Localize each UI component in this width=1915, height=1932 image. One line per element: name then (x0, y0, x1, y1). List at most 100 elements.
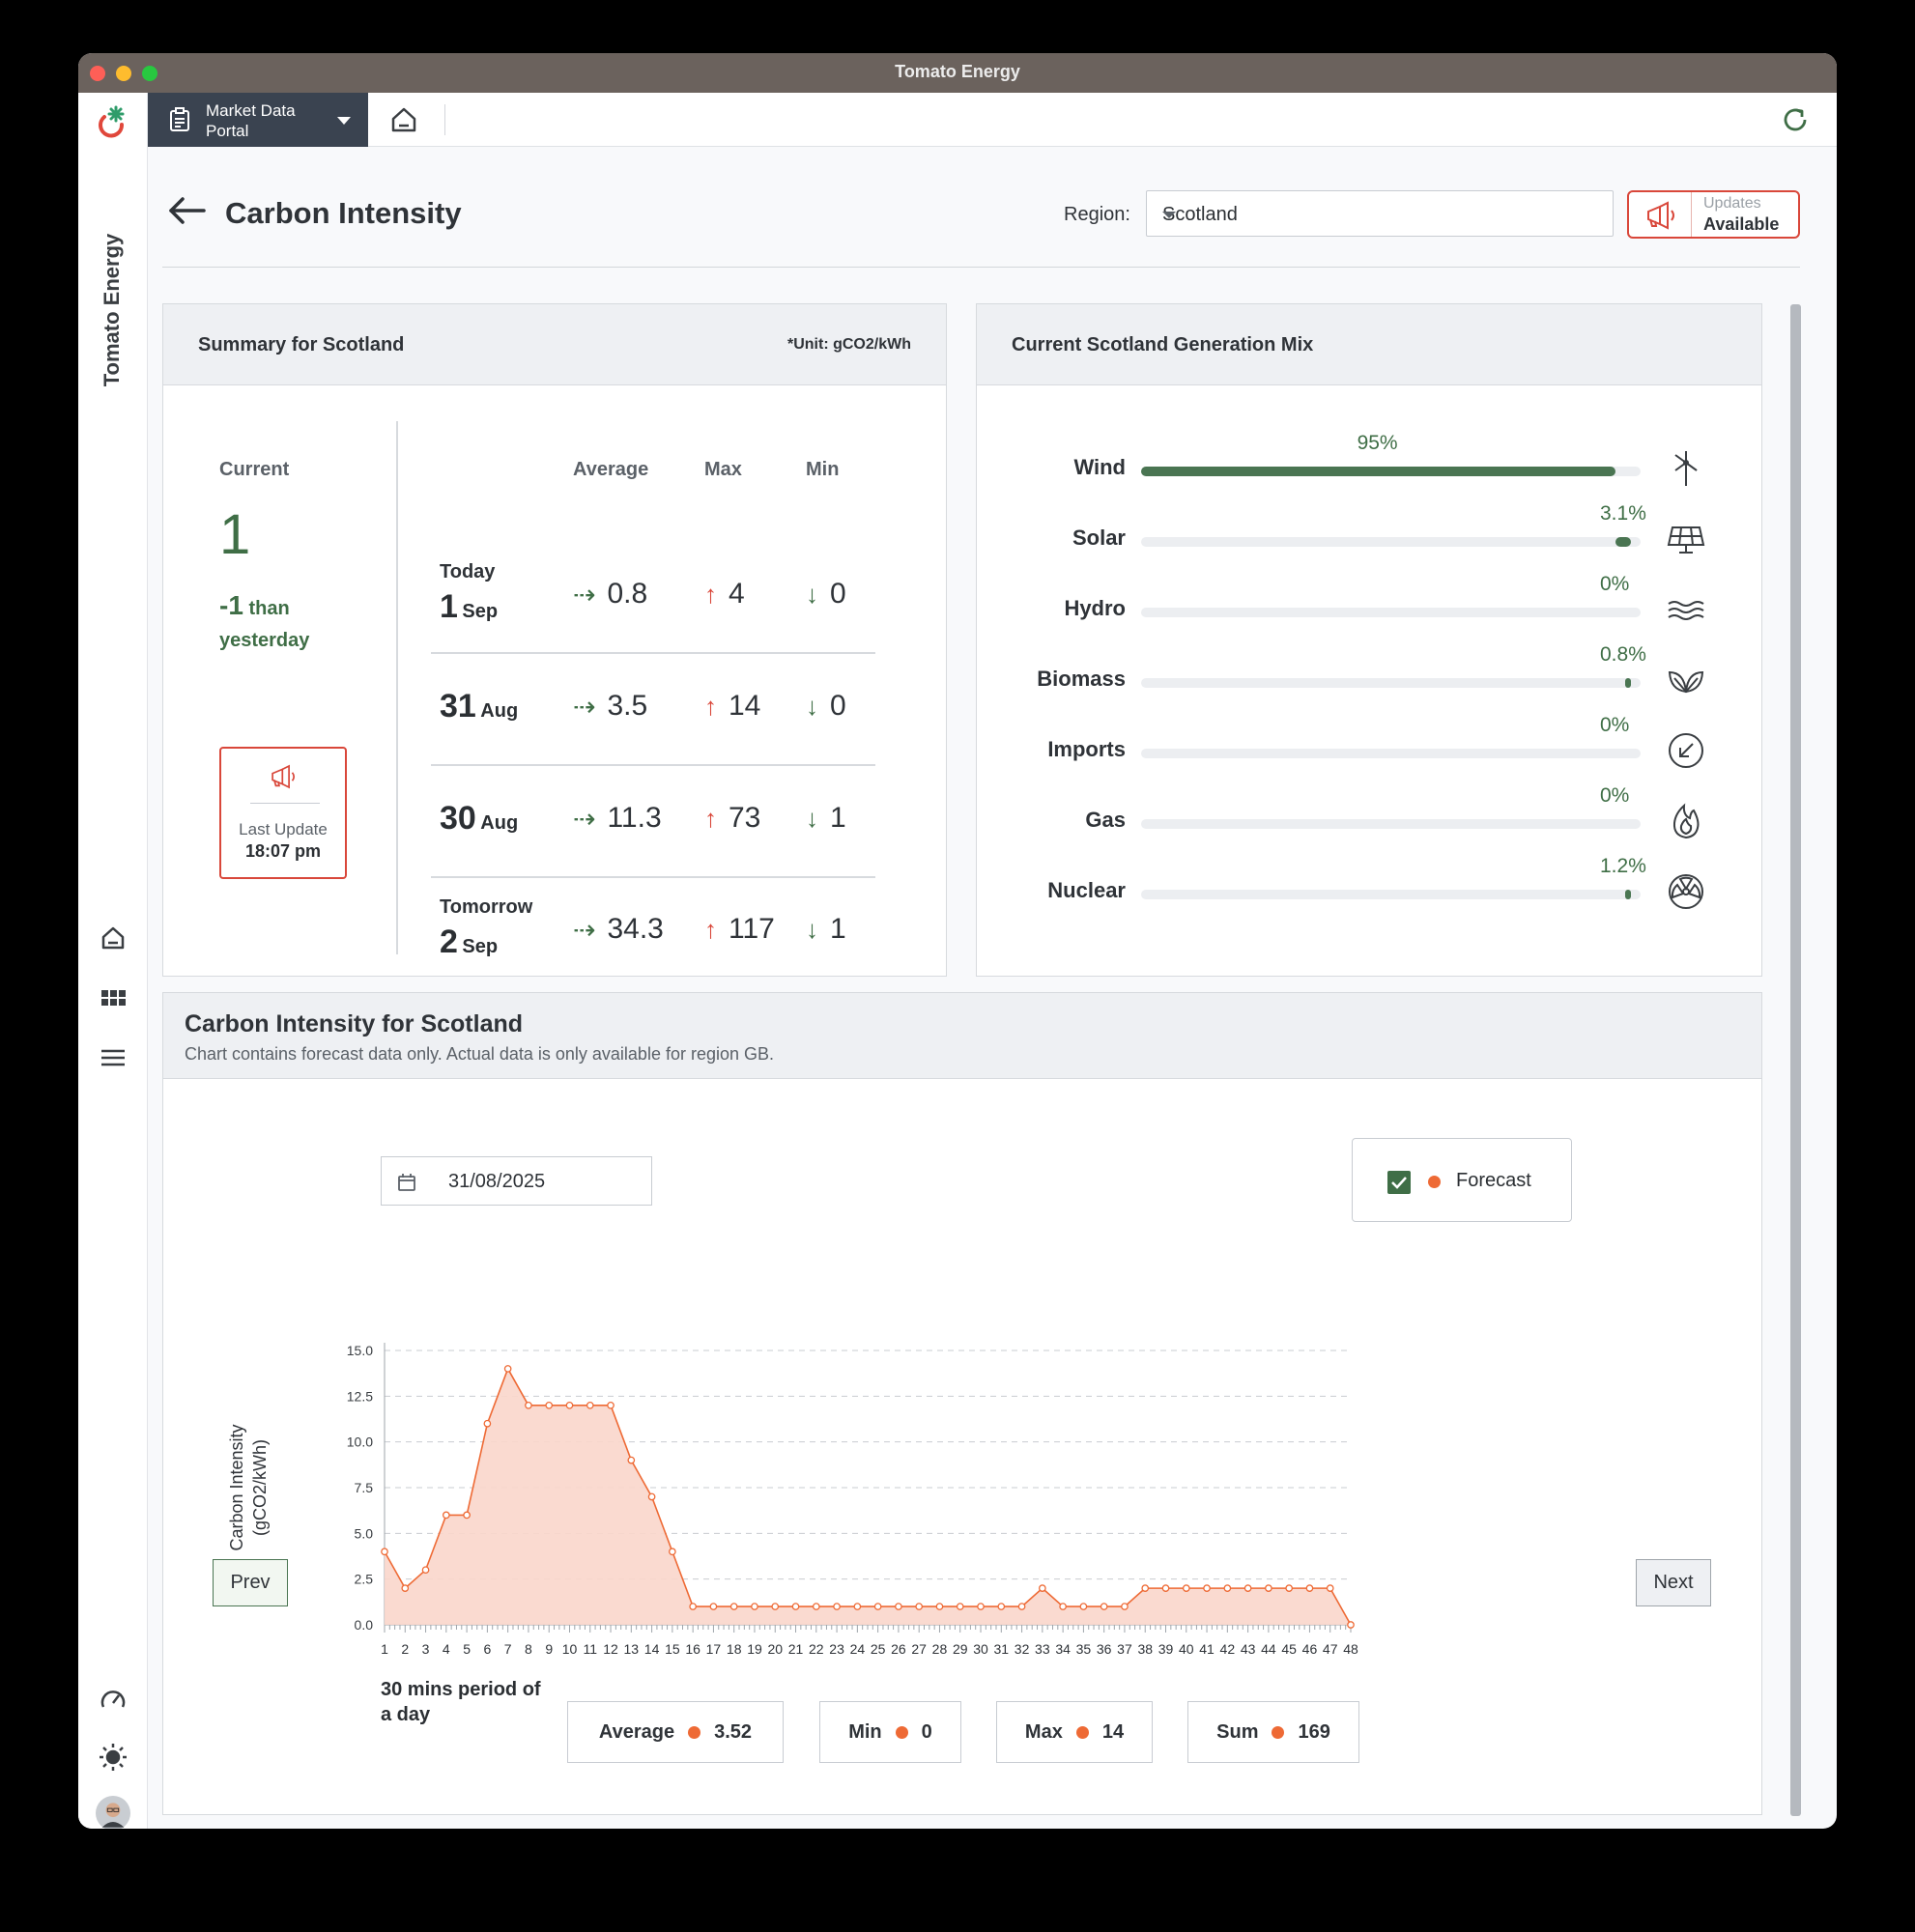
x-tick-label: 26 (891, 1641, 906, 1657)
market-data-portal-tab[interactable]: Market Data Portal (148, 93, 368, 147)
home-tab-icon[interactable] (389, 105, 418, 139)
row-date: 31 Aug (440, 688, 519, 724)
data-point (525, 1401, 532, 1409)
zoom-window-dot[interactable] (142, 66, 157, 81)
portal-label: Market Data Portal (206, 101, 296, 140)
row-separator (431, 764, 875, 766)
row-average: ⇢ 0.8 (573, 578, 648, 610)
average-stat-box: Average 3.52 (567, 1701, 784, 1763)
mix-percent: 3.1% (1600, 502, 1646, 525)
speedometer-icon[interactable] (96, 1683, 130, 1718)
back-arrow-icon[interactable] (167, 196, 208, 230)
data-point (915, 1603, 924, 1610)
forecast-checkbox[interactable] (1387, 1171, 1411, 1194)
row-separator (431, 652, 875, 654)
current-value: 1 (219, 503, 251, 566)
col-min-header: Min (806, 459, 840, 480)
x-tick-label: 9 (545, 1641, 553, 1657)
row-min: ↓ 0 (806, 578, 846, 610)
brightness-icon[interactable] (96, 1740, 130, 1775)
x-tick-label: 33 (1035, 1641, 1050, 1657)
data-point (1243, 1584, 1252, 1592)
row-separator (431, 876, 875, 878)
close-window-dot[interactable] (90, 66, 105, 81)
mix-row-nuclear: Nuclear 1.2% (977, 855, 1761, 926)
next-button[interactable]: Next (1636, 1559, 1711, 1606)
x-tick-label: 14 (644, 1641, 660, 1657)
brand-vertical-label: Tomato Energy (100, 233, 124, 387)
grid-icon[interactable] (96, 980, 130, 1015)
header-divider (162, 267, 1800, 268)
x-tick-label: 39 (1158, 1641, 1174, 1657)
updates-line1: Updates (1703, 195, 1761, 212)
mix-row-biomass: Biomass 0.8% (977, 643, 1761, 715)
avatar[interactable] (96, 1796, 130, 1829)
date-picker-input[interactable]: 31/08/2025 (381, 1156, 652, 1206)
mix-name: Biomass (1037, 667, 1126, 691)
x-tick-label: 19 (747, 1641, 762, 1657)
mix-percent: 95% (1357, 432, 1398, 454)
x-tick-label: 48 (1343, 1641, 1358, 1657)
region-select[interactable]: Scotland (1146, 190, 1614, 237)
row-average: ⇢ 11.3 (573, 802, 662, 834)
refresh-icon[interactable] (1781, 105, 1810, 139)
data-point (607, 1401, 615, 1409)
mix-bar-fill (1615, 537, 1631, 547)
last-update-divider (250, 803, 320, 804)
mix-name: Imports (1047, 737, 1126, 761)
y-axis-title: Carbon Intensity (gCO2/kWh) (227, 1424, 270, 1550)
mix-row-imports: Imports 0% (977, 714, 1761, 785)
menu-icon[interactable] (96, 1040, 130, 1075)
data-point (1059, 1603, 1067, 1610)
data-point (627, 1456, 636, 1464)
row-date: 30 Aug (440, 800, 519, 837)
sum-stat-box: Sum 169 (1187, 1701, 1359, 1763)
data-point (853, 1603, 862, 1610)
forecast-line (384, 1367, 1352, 1626)
mix-bar-track (1141, 537, 1641, 547)
legend-box: Forecast (1352, 1138, 1572, 1222)
scrollbar[interactable] (1790, 304, 1801, 1816)
row-average: ⇢ 3.5 (573, 690, 648, 722)
arrow-right-icon: ⇢ (573, 803, 596, 834)
data-point (1203, 1584, 1211, 1592)
row-min: ↓ 1 (806, 913, 846, 945)
x-tick-label: 47 (1323, 1641, 1338, 1657)
mix-name: Gas (1085, 808, 1126, 832)
mix-bar-track (1141, 678, 1641, 688)
x-tick-label: 46 (1302, 1641, 1318, 1657)
prev-button[interactable]: Prev (213, 1559, 288, 1606)
mix-bar-fill (1624, 890, 1631, 899)
home-icon[interactable] (96, 921, 130, 955)
x-tick-label: 1 (381, 1641, 388, 1657)
minimize-window-dot[interactable] (116, 66, 131, 81)
chevron-down-icon (1162, 212, 1176, 218)
updates-available-button[interactable]: Updates Available (1627, 190, 1800, 239)
megaphone-icon (268, 764, 300, 794)
row-label: Today (440, 561, 496, 582)
row-min: ↓ 1 (806, 802, 846, 834)
data-point (689, 1603, 697, 1610)
data-point (873, 1603, 882, 1610)
tomato-logo-icon[interactable] (96, 104, 130, 139)
water-waves-icon (1668, 601, 1704, 620)
max-stat-box: Max 14 (996, 1701, 1153, 1763)
data-point (1079, 1603, 1088, 1610)
data-point (1141, 1584, 1150, 1592)
mix-bar-track (1141, 890, 1641, 899)
x-tick-label: 29 (953, 1641, 968, 1657)
x-tick-label: 6 (483, 1641, 491, 1657)
y-tick-label: 7.5 (355, 1480, 374, 1495)
x-tick-label: 42 (1220, 1641, 1236, 1657)
x-tick-label: 45 (1281, 1641, 1297, 1657)
x-tick-label: 12 (603, 1641, 618, 1657)
data-point (545, 1401, 554, 1409)
arrow-up-icon: ↑ (704, 914, 717, 944)
y-tick-label: 0.0 (355, 1617, 374, 1633)
x-tick-label: 3 (422, 1641, 430, 1657)
x-tick-label: 35 (1076, 1641, 1092, 1657)
data-point (381, 1548, 388, 1556)
data-point (1121, 1603, 1129, 1610)
solar-panel-icon (1667, 526, 1705, 554)
x-tick-label: 41 (1199, 1641, 1215, 1657)
